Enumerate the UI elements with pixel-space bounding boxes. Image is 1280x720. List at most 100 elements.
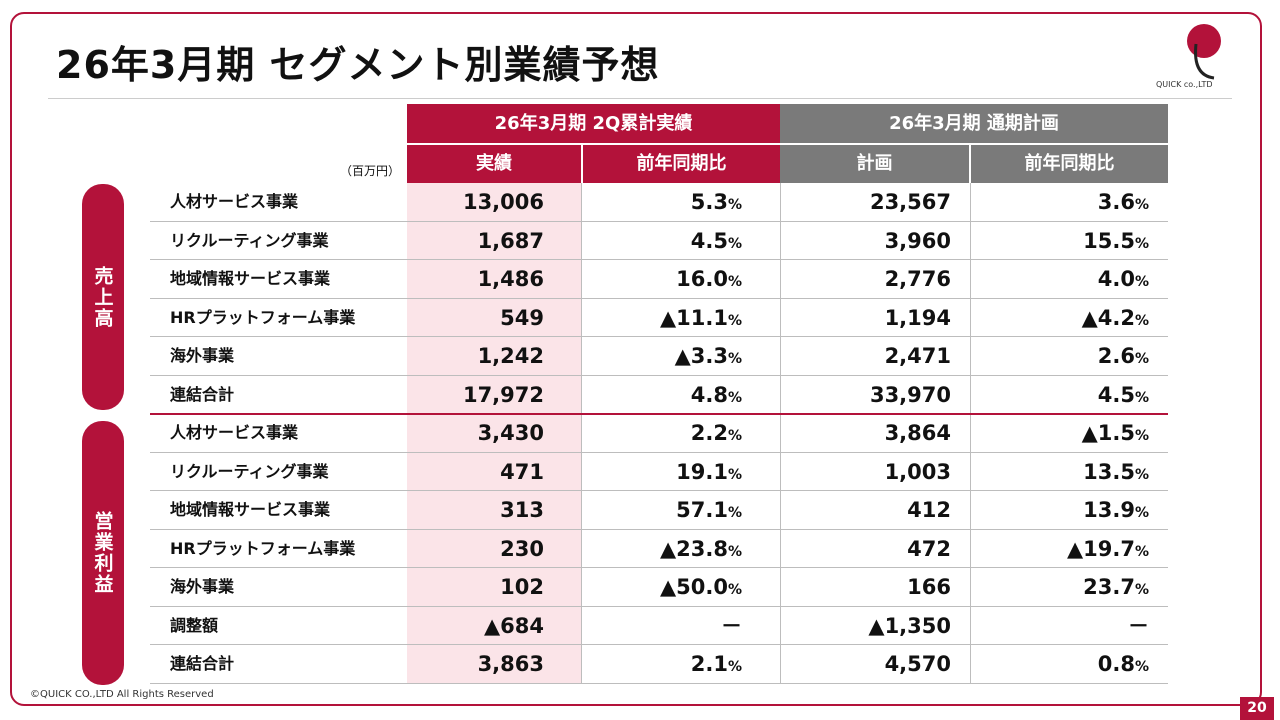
cell-actual: 230 (407, 530, 544, 568)
row-divider (150, 682, 1168, 684)
percent-sign: % (727, 543, 742, 560)
cell-plan-yoy: 23.7% (970, 568, 1149, 606)
cell-actual: 471 (407, 453, 544, 491)
copyright: ©QUICK CO.,LTD All Rights Reserved (30, 689, 214, 700)
cell-value: 1,687 (477, 228, 544, 253)
percent-sign: % (727, 505, 742, 521)
cell-actual-yoy: 4.5% (581, 222, 742, 260)
row-divider (150, 528, 1168, 530)
page-title: 26年3月期 セグメント別業績予想 (56, 43, 660, 87)
row-divider (150, 259, 1168, 260)
row-divider (150, 605, 1168, 607)
row-divider (150, 644, 1168, 645)
percent-sign: % (727, 582, 742, 598)
cell-value: 16.0 (676, 267, 728, 291)
cell-value: 5.3 (690, 190, 728, 214)
cell-plan-yoy: 4.5% (970, 376, 1149, 414)
percent-sign: % (727, 274, 742, 290)
cell-plan: 4,570 (780, 645, 951, 683)
percent-sign: % (727, 466, 742, 483)
cell-value: ▲684 (484, 613, 544, 638)
percent-sign: % (1134, 466, 1149, 483)
cell-plan: 2,471 (780, 337, 951, 375)
cell-value: 2.1 (690, 652, 728, 676)
percent-sign: % (1134, 312, 1149, 329)
cell-value: － (1128, 613, 1149, 638)
cell-actual-yoy: － (581, 607, 742, 645)
cell-actual: 3,863 (407, 645, 544, 683)
row-label: 地域情報サービス事業 (170, 269, 331, 288)
title-divider (48, 98, 1232, 99)
cell-value: 23,567 (869, 190, 951, 214)
row-label: 海外事業 (170, 577, 235, 596)
header-group-plan: 26年3月期 通期計画 (780, 104, 1168, 143)
percent-sign: % (1134, 428, 1149, 444)
cell-value: 1,003 (884, 459, 951, 484)
cell-value: 19.1 (676, 459, 728, 484)
row-divider (150, 490, 1168, 491)
logo-text: QUICK co.,LTD (1156, 80, 1213, 89)
row-label: 地域情報サービス事業 (170, 500, 331, 519)
cell-value: 4.0 (1097, 267, 1135, 291)
section-operating-profit: 営業利益 (82, 421, 124, 685)
header-actual: 実績 (407, 145, 581, 183)
cell-actual: 102 (407, 568, 544, 606)
cell-plan: 23,567 (780, 183, 951, 221)
cell-plan: 412 (780, 491, 951, 529)
cell-value: 102 (500, 575, 544, 599)
cell-value: 4.8 (690, 382, 728, 407)
percent-sign: % (1134, 197, 1149, 213)
cell-value: 13,006 (462, 190, 544, 214)
cell-actual: ▲684 (407, 607, 544, 645)
page-number: 20 (1240, 697, 1274, 720)
cell-plan: 33,970 (780, 376, 951, 414)
cell-plan: 166 (780, 568, 951, 606)
section-sales-label: 売上高 (91, 265, 114, 329)
cell-value: ▲23.8 (660, 536, 728, 561)
percent-sign: % (1134, 505, 1149, 521)
cell-actual: 1,486 (407, 260, 544, 298)
cell-plan-yoy: 4.0% (970, 260, 1149, 298)
cell-value: 2.2 (690, 421, 728, 445)
slide-frame (10, 12, 1262, 706)
cell-actual-yoy: ▲23.8% (581, 530, 742, 568)
row-divider (150, 220, 1168, 222)
cell-value: 15.5 (1083, 228, 1135, 253)
cell-actual-yoy: ▲3.3% (581, 337, 742, 375)
unit-label: （百万円） (340, 164, 401, 178)
cell-value: 1,486 (477, 267, 544, 291)
cell-actual: 549 (407, 299, 544, 337)
row-label: 海外事業 (170, 346, 235, 365)
cell-plan-yoy: 13.9% (970, 491, 1149, 529)
cell-value: 17,972 (462, 382, 544, 407)
cell-value: 1,194 (884, 305, 951, 330)
cell-plan-yoy: 0.8% (970, 645, 1149, 683)
actual-column-highlight (407, 183, 581, 683)
section-divider (150, 413, 1168, 415)
quick-logo-mark-icon (1187, 24, 1221, 80)
row-label: 連結合計 (170, 384, 235, 404)
cell-actual: 3,430 (407, 414, 544, 452)
section-sales: 売上高 (82, 184, 124, 410)
row-divider (150, 567, 1168, 568)
cell-actual-yoy: 2.1% (581, 645, 742, 683)
cell-value: 549 (500, 305, 544, 330)
cell-value: 2,471 (884, 344, 951, 368)
header-plan-yoy: 前年同期比 (971, 145, 1168, 183)
cell-value: 3,430 (477, 421, 544, 445)
row-label: HRプラットフォーム事業 (170, 538, 356, 558)
percent-sign: % (727, 197, 742, 213)
percent-sign: % (1134, 351, 1149, 367)
cell-value: 2.6 (1097, 344, 1135, 368)
cell-value: 13.5 (1083, 459, 1135, 484)
cell-value: ▲4.2 (1081, 305, 1135, 330)
cell-value: 166 (907, 575, 951, 599)
row-label: 人材サービス事業 (170, 423, 299, 442)
percent-sign: % (727, 351, 742, 367)
row-label: HRプラットフォーム事業 (170, 307, 356, 327)
cell-value: 3,863 (477, 652, 544, 676)
row-divider (150, 297, 1168, 299)
cell-actual-yoy: 19.1% (581, 453, 742, 491)
cell-value: 2,776 (884, 267, 951, 291)
cell-plan: 3,960 (780, 222, 951, 260)
